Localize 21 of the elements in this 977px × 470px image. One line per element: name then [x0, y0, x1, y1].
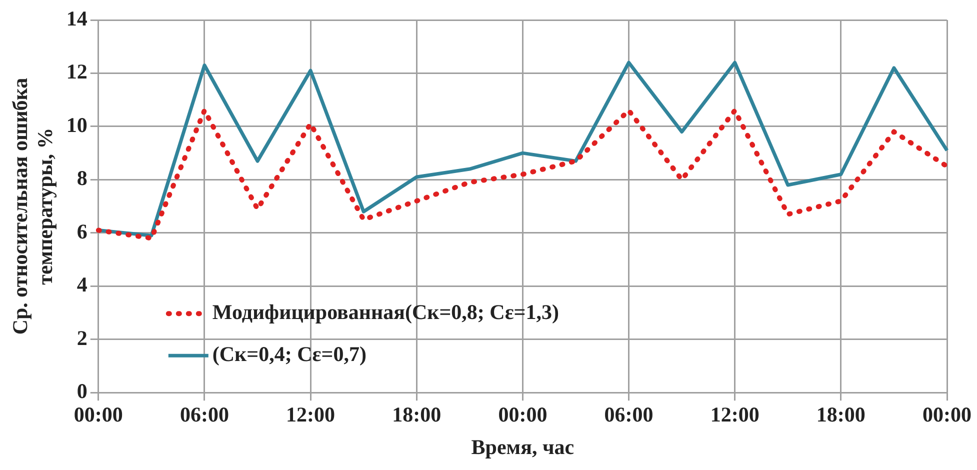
legend-label: (Ск=0,4; Сε=0,7): [212, 342, 366, 366]
y-tick-label: 0: [76, 379, 88, 404]
x-tick-label: 06:00: [180, 402, 229, 427]
legend-label: Модифицированная(Ск=0,8; Сε=1,3): [212, 300, 560, 324]
y-tick-label: 14: [66, 6, 88, 30]
y-tick-label: 6: [76, 219, 88, 244]
x-tick-label: 00:00: [498, 402, 548, 427]
x-tick-label: 00:00: [922, 402, 972, 427]
y-tick-label: 4: [76, 272, 88, 297]
x-tick-label: 06:00: [604, 402, 654, 427]
x-tick-label: 12:00: [710, 402, 760, 427]
y-tick-label: 2: [76, 326, 88, 350]
y-tick-label: 12: [66, 60, 88, 84]
y-tick-label: 8: [76, 166, 88, 190]
x-tick-label: 12:00: [286, 402, 336, 427]
x-tick-label: 18:00: [392, 402, 442, 427]
y-tick-label: 10: [66, 112, 88, 137]
x-tick-label: 00:00: [74, 402, 123, 427]
y-axis-title: Ср. относительная ошибка температуры, %: [8, 77, 58, 335]
x-axis-title: Время, час: [471, 434, 574, 459]
x-tick-label: 18:00: [816, 402, 866, 427]
